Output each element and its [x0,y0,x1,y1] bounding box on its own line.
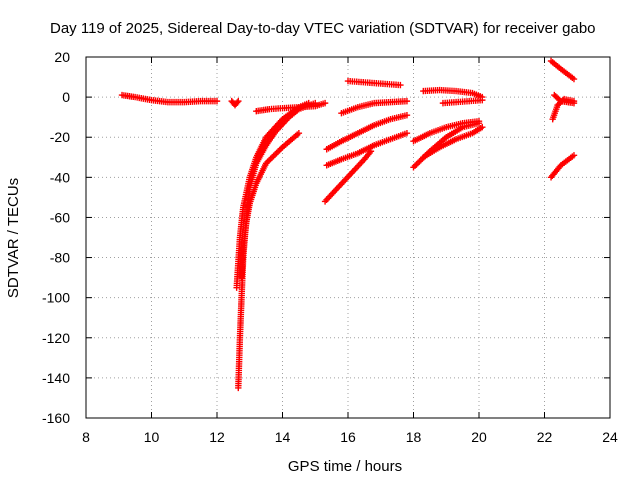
y-tick-label: -160 [42,410,70,426]
x-tick-label: 8 [82,429,90,445]
y-tick-label: -100 [42,290,70,306]
series-pass-20 [551,91,578,107]
series-pass-5 [238,130,303,281]
data-point [235,97,242,105]
y-tick-label: -80 [50,250,70,266]
series-pass-18 [547,57,578,83]
y-tick-label: -40 [50,169,70,185]
data-point [403,111,411,119]
series-pass-10 [338,97,411,117]
data-point [295,130,303,137]
series-pass-3 [235,99,319,392]
series-pass-8 [321,148,375,205]
y-tick-label: -20 [50,129,70,145]
data-point [403,97,411,105]
y-tick-label: 20 [54,49,70,65]
x-axis-title: GPS time / hours [288,458,402,475]
series-pass-4 [233,99,312,291]
data-point [570,99,578,107]
series-pass-6 [253,99,329,115]
series-pass-12 [410,117,483,145]
x-tick-label: 22 [537,429,553,445]
plot-frame [85,56,611,419]
x-tick-label: 16 [340,429,356,445]
x-tick-label: 24 [602,429,618,445]
data-point [475,119,483,127]
data-point [479,96,486,104]
series-pass-11 [344,77,404,89]
data-point [213,97,221,105]
series-pass-17 [547,152,578,181]
y-axis-title: SDTVAR / TECUs [5,178,22,298]
x-tick-label: 10 [144,429,160,445]
x-tick-label: 18 [406,429,422,445]
data-point [397,81,404,89]
series-pass-7 [323,111,411,153]
data-point [321,99,329,107]
series-pass-2 [228,97,242,109]
y-tick-label: -60 [50,209,70,225]
chart-title: Day 119 of 2025, Sidereal Day-to-day VTE… [50,20,596,37]
x-tick-label: 12 [209,429,225,445]
series-pass-15 [420,86,486,101]
series-pass-14 [420,123,486,161]
data-point [403,130,411,137]
data-point [233,99,241,106]
data-marks [118,57,578,392]
series-pass-9 [323,130,411,169]
data-point [570,75,578,83]
y-tick-label: 0 [62,89,70,105]
data-point [570,152,578,159]
tick-labels: 8 10 12 14 16 18 20 22 24 20 0 -20 -40 -60 -80 -100 -120… [42,49,618,445]
x-tick-label: 14 [275,429,291,445]
y-tick-label: -140 [42,370,70,386]
x-tick-label: 20 [471,429,487,445]
y-tick-label: -120 [42,330,70,346]
data-point [479,123,486,131]
series-pass-1 [118,91,221,106]
series-pass-16 [439,96,486,107]
